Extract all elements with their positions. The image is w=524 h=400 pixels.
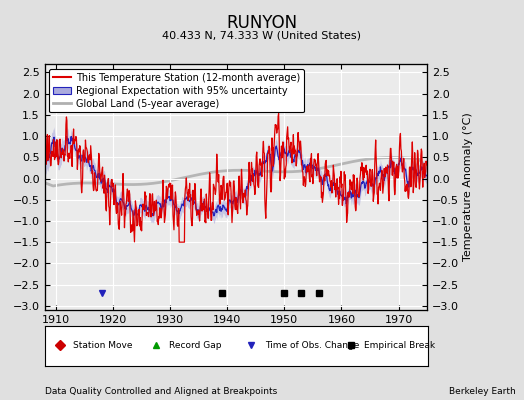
Text: Berkeley Earth: Berkeley Earth	[450, 387, 516, 396]
Text: RUNYON: RUNYON	[226, 14, 298, 32]
Text: Empirical Break: Empirical Break	[364, 341, 435, 350]
Text: Time of Obs. Change: Time of Obs. Change	[265, 341, 359, 350]
Y-axis label: Temperature Anomaly (°C): Temperature Anomaly (°C)	[463, 113, 473, 261]
Legend: This Temperature Station (12-month average), Regional Expectation with 95% uncer: This Temperature Station (12-month avera…	[49, 69, 304, 112]
Text: 40.433 N, 74.333 W (United States): 40.433 N, 74.333 W (United States)	[162, 30, 362, 40]
Text: Record Gap: Record Gap	[169, 341, 222, 350]
Text: Data Quality Controlled and Aligned at Breakpoints: Data Quality Controlled and Aligned at B…	[45, 387, 277, 396]
Text: Station Move: Station Move	[73, 341, 133, 350]
